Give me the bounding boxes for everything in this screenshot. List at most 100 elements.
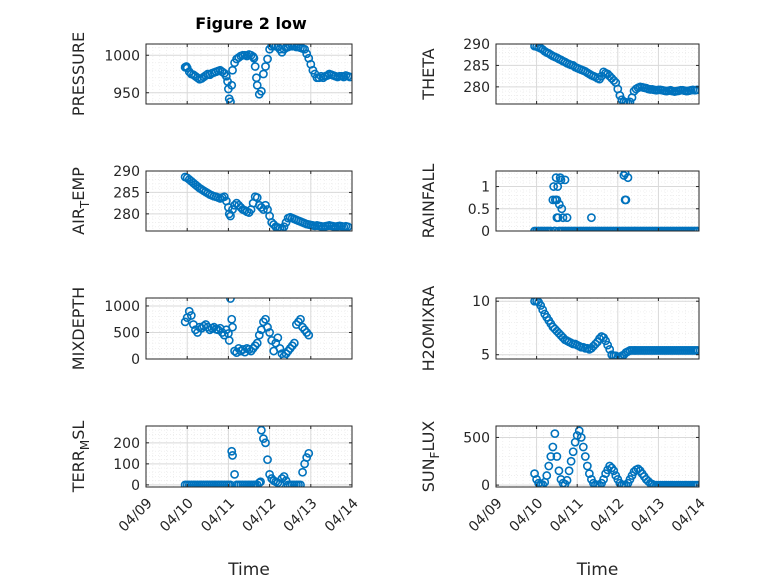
data-point [228, 65, 237, 75]
data-point [578, 442, 588, 452]
data-point [558, 213, 568, 223]
x-tick-label: 04/12 [588, 495, 628, 535]
data-point [603, 340, 613, 350]
data-point [566, 456, 576, 466]
x-tick-label: 04/10 [157, 495, 197, 535]
data-point [226, 298, 235, 303]
data-point [591, 480, 600, 487]
data-point [265, 328, 274, 337]
data-point [252, 338, 262, 348]
data-point [550, 429, 560, 439]
data-point [302, 453, 312, 462]
y-tick-label: 0 [131, 352, 140, 368]
series-markers [180, 426, 314, 487]
data-point [227, 80, 237, 90]
x-tick-label: 04/14 [322, 495, 362, 535]
data-point [611, 351, 621, 359]
y-tick-label: 950 [113, 86, 140, 102]
y-axis-label: THETA [419, 48, 438, 100]
figure-title: Figure 2 low [195, 14, 307, 33]
axes-box [495, 297, 700, 360]
data-point [275, 224, 285, 231]
data-point [254, 330, 264, 340]
data-point [615, 91, 625, 100]
data-point [623, 173, 633, 183]
y-axis-label: PRESSURE [69, 32, 88, 116]
subplot-theta: 280 285 290 THETA [419, 37, 700, 105]
data-point [580, 452, 590, 461]
series-markers [180, 172, 352, 231]
data-point [267, 44, 277, 51]
data-point [256, 426, 266, 435]
data-point [554, 199, 564, 209]
subplot-air-temp: 280 285 290 AIRTEMP [69, 164, 353, 235]
data-point [530, 469, 539, 479]
data-point [345, 72, 352, 82]
y-tick-label: 100 [113, 457, 140, 473]
data-point [224, 336, 234, 345]
data-point [548, 442, 558, 452]
y-axis-label: AIRTEMP [69, 167, 92, 235]
x-tick-label: 04/13 [628, 495, 668, 535]
data-point [609, 466, 619, 476]
data-point [546, 452, 556, 461]
x-tick-label: 04/09 [466, 495, 506, 535]
data-point [553, 213, 563, 223]
data-point [562, 213, 572, 223]
data-point [551, 173, 561, 183]
y-tick-label: 290 [463, 37, 490, 53]
data-point [265, 469, 274, 479]
y-axis-label: H2OMIXRA [419, 286, 438, 372]
data-point [556, 175, 566, 185]
data-point [605, 344, 615, 354]
data-point [259, 205, 268, 214]
data-point [252, 73, 261, 83]
x-tick-label: 04/13 [281, 495, 321, 535]
series-markers [530, 171, 699, 231]
x-tick-label: 04/10 [507, 495, 547, 535]
subplot-sun-flux: 0 500 04/09 04/10 04/11 04/12 04/13 04/14 SUNFLU… [419, 421, 709, 580]
data-point [230, 469, 239, 479]
data-point [244, 345, 254, 354]
data-point [552, 195, 562, 205]
axes-box [145, 43, 353, 105]
y-axis-label: RAINFALL [419, 164, 438, 239]
axes-box [495, 425, 700, 488]
data-point [263, 455, 272, 465]
data-point [339, 72, 349, 82]
data-point [647, 479, 657, 487]
y-tick-label: 0 [481, 478, 490, 494]
y-tick-label: 200 [113, 436, 140, 452]
data-point [591, 339, 600, 349]
data-point [343, 222, 352, 231]
data-point [316, 71, 326, 81]
data-point [261, 62, 270, 71]
data-point [576, 433, 586, 442]
data-point [553, 182, 563, 191]
data-point [261, 200, 270, 210]
axes-box [145, 170, 353, 232]
data-point [538, 480, 548, 487]
data-point [256, 86, 266, 96]
data-point [564, 466, 574, 476]
y-tick-label: 1000 [104, 48, 140, 64]
data-point [568, 447, 578, 457]
data-point [621, 97, 631, 104]
y-tick-label: 1000 [104, 299, 140, 315]
axes-box [495, 43, 700, 105]
data-point [277, 224, 287, 231]
data-point [219, 330, 229, 340]
data-point [256, 477, 265, 487]
subplot-mixdepth: 0 500 1000 MIXDEPTH [69, 287, 353, 370]
x-tick-label: 04/12 [240, 495, 280, 535]
data-point [250, 62, 260, 71]
x-tick-label: 04/11 [198, 495, 238, 535]
series-markers [530, 298, 699, 359]
data-point [273, 223, 283, 231]
data-point [296, 480, 305, 487]
data-point [226, 97, 235, 104]
y-tick-label: 500 [113, 325, 140, 341]
data-point [226, 480, 235, 487]
y-tick-label: 0.5 [468, 202, 490, 218]
